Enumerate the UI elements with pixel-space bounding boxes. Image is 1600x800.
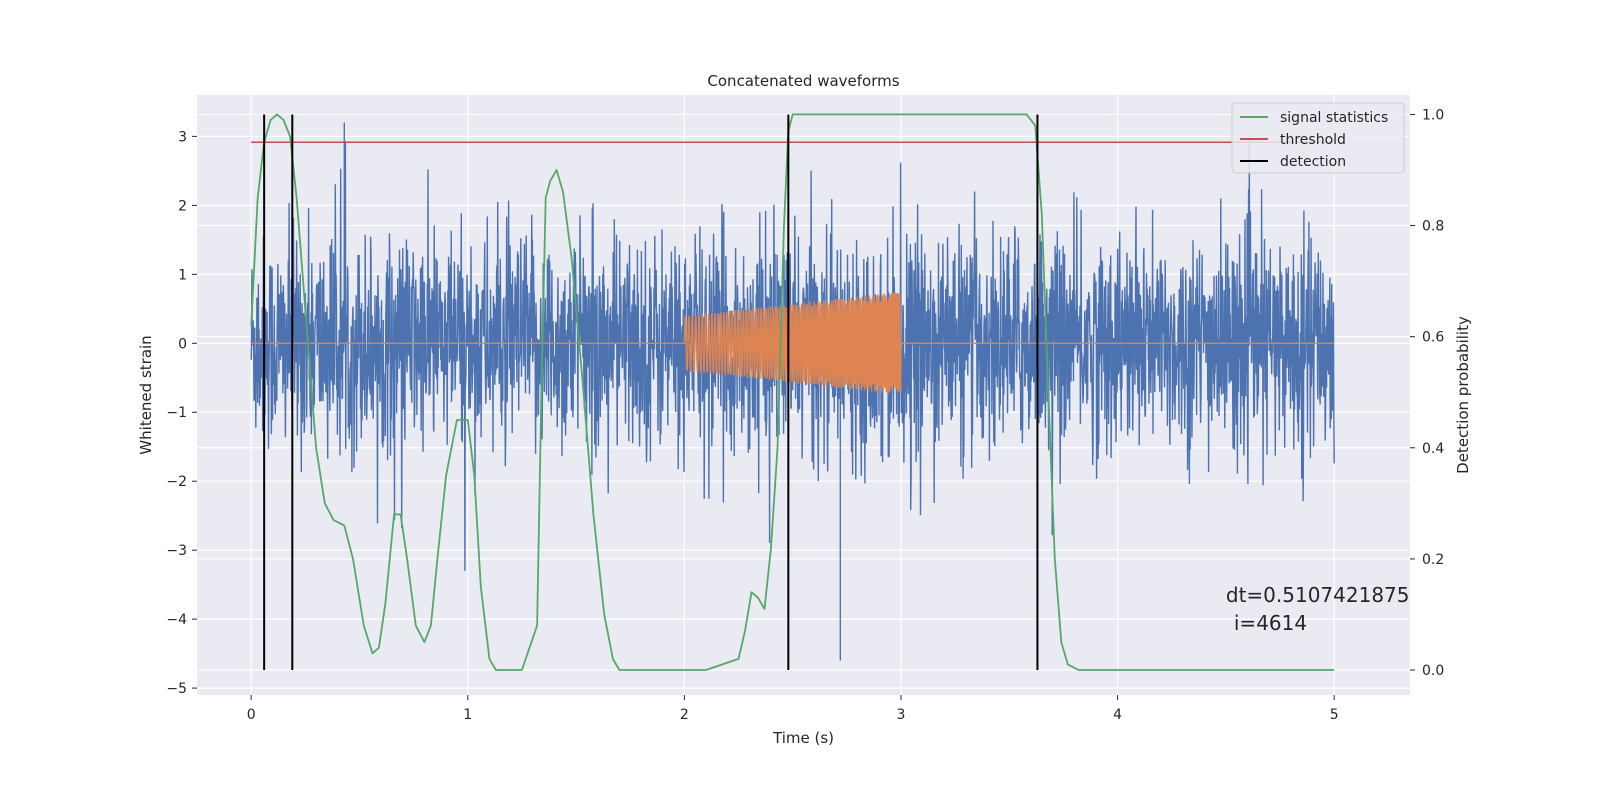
- y2-tick-label: 0.4: [1422, 441, 1444, 457]
- x-tick-label: 4: [1113, 707, 1122, 723]
- chart-title: Concatenated waveforms: [707, 72, 899, 90]
- y-tick-label: −1: [166, 405, 187, 421]
- legend: signal statistics threshold detection: [1231, 102, 1405, 174]
- y-axis-label: Whitened strain: [137, 335, 155, 454]
- y-tick-label: 1: [178, 267, 187, 283]
- axes-layer: 0 1 2 3 4 5 3 2 1 0 −1 −2 −3 −4 −5 1.0 0.8 0.6 0.4 0.2 0.0: [166, 107, 1444, 723]
- y-tick-label: −5: [166, 681, 187, 697]
- annotation-dt: dt=0.5107421875: [1226, 583, 1410, 607]
- x-tick-label: 5: [1330, 707, 1339, 723]
- y2-tick-label: 0.8: [1422, 219, 1444, 235]
- annotation: dt=0.5107421875 i=4614: [1226, 583, 1410, 635]
- x-tick-label: 3: [897, 707, 906, 723]
- legend-label-signal-statistics: signal statistics: [1280, 110, 1388, 126]
- injected-waveform-series: [251, 292, 1335, 394]
- legend-label-detection: detection: [1280, 154, 1346, 170]
- y-tick-label: −4: [166, 612, 187, 628]
- y-tick-label: 0: [178, 336, 187, 352]
- x-axis-label: Time (s): [772, 729, 834, 747]
- y-tick-label: −2: [166, 474, 187, 490]
- x-tick-label: 0: [247, 707, 256, 723]
- y2-tick-label: 0.6: [1422, 330, 1444, 346]
- annotation-index: i=4614: [1234, 611, 1307, 635]
- legend-label-threshold: threshold: [1280, 132, 1346, 148]
- y2-tick-label: 0.2: [1422, 552, 1444, 568]
- series-layer: [250, 113, 1335, 671]
- y-tick-label: −3: [166, 543, 187, 559]
- y-tick-label: 2: [178, 198, 187, 214]
- signal-statistics-series: [250, 113, 1335, 671]
- y2-tick-label: 0.0: [1422, 663, 1444, 679]
- y2-axis-label: Detection probability: [1454, 316, 1472, 474]
- x-tick-label: 2: [680, 707, 689, 723]
- y-tick-label: 3: [178, 129, 187, 145]
- strain-series: [250, 140, 1335, 571]
- x-tick-label: 1: [463, 707, 472, 723]
- legend-box: [1231, 102, 1405, 174]
- y2-tick-label: 1.0: [1422, 107, 1444, 123]
- grid-lines: [197, 95, 1410, 695]
